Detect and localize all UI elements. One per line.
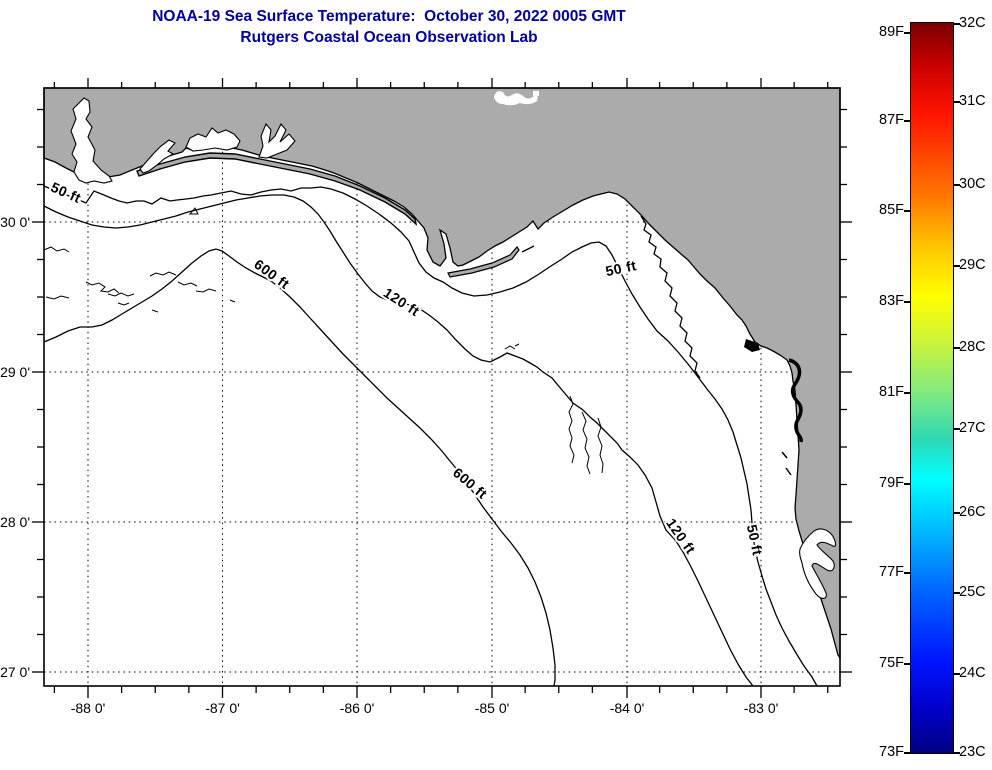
colorbar-fahrenheit-tick xyxy=(904,120,911,122)
colorbar-celsius-label: 28C xyxy=(959,339,986,355)
colorbar-fahrenheit-label: 83F xyxy=(879,293,904,309)
y-axis-label: 28 0' xyxy=(0,514,30,530)
coast-dashes xyxy=(781,451,792,476)
tick-layer xyxy=(32,78,852,698)
coast-blob xyxy=(744,339,760,352)
colorbar-celsius-label: 29C xyxy=(959,257,986,273)
colorbar-fahrenheit-tick xyxy=(904,32,911,34)
colorbar-celsius-tick xyxy=(953,512,960,514)
lake-dot xyxy=(533,91,539,96)
colorbar-fahrenheit-label: 73F xyxy=(879,744,904,760)
colorbar-celsius-label: 30C xyxy=(959,176,986,192)
x-axis-label: -85 0' xyxy=(475,700,510,716)
temperature-colorbar xyxy=(910,22,954,754)
contour-120ft xyxy=(43,194,754,687)
mobile-bay xyxy=(70,97,113,184)
colorbar-fahrenheit-label: 79F xyxy=(879,475,904,491)
colorbar-fahrenheit-label: 81F xyxy=(879,384,904,400)
colorbar-celsius-label: 25C xyxy=(959,584,986,600)
apalachicola-barrier xyxy=(447,246,520,278)
bigbend-coast-detail xyxy=(640,215,701,379)
dog-island xyxy=(521,245,535,253)
colorbar-fahrenheit-tick xyxy=(904,483,911,485)
colorbar-fahrenheit-tick xyxy=(904,752,911,754)
colorbar-celsius-tick xyxy=(953,265,960,267)
colorbar-fahrenheit-label: 85F xyxy=(879,202,904,218)
x-axis-label: -83 0' xyxy=(744,700,779,716)
colorbar-celsius-label: 24C xyxy=(959,665,986,681)
contour-600ft xyxy=(43,248,556,687)
axis-label-layer: -88 0' -87 0' -86 0' -85 0' -84 0' -83 0' 30 0… xyxy=(0,214,778,716)
barrier-island-strip xyxy=(136,152,418,226)
colorbar-celsius-tick xyxy=(953,428,960,430)
colorbar-celsius-label: 27C xyxy=(959,420,986,436)
colorbar-fahrenheit-label: 89F xyxy=(879,24,904,40)
st-andrew-bay xyxy=(258,122,296,159)
y-axis-label: 30 0' xyxy=(0,214,30,230)
lake-patch xyxy=(494,91,538,106)
colorbar-fahrenheit-label: 75F xyxy=(879,655,904,671)
colorbar-celsius-tick xyxy=(953,752,960,754)
colorbar-fahrenheit-tick xyxy=(904,301,911,303)
colorbar-celsius-tick xyxy=(953,23,960,25)
colorbar-celsius-tick xyxy=(953,101,960,103)
x-axis-label: -86 0' xyxy=(340,700,375,716)
y-axis-label: 29 0' xyxy=(0,364,30,380)
colorbar-fahrenheit-tick xyxy=(904,210,911,212)
colorbar-celsius-label: 32C xyxy=(959,15,986,31)
crystal-river-coast-detail xyxy=(788,358,803,443)
colorbar-fahrenheit-tick xyxy=(904,663,911,665)
x-axis-label: -84 0' xyxy=(610,700,645,716)
colorbar-fahrenheit-tick xyxy=(904,392,911,394)
contour-50ft xyxy=(43,185,818,687)
axes-frame xyxy=(43,87,841,687)
y-axis-label: 27 0' xyxy=(0,664,30,680)
colorbar-celsius-label: 26C xyxy=(959,504,986,520)
middle-grounds-contours xyxy=(504,343,604,475)
colorbar-celsius-label: 23C xyxy=(959,744,986,760)
colorbar-fahrenheit-label: 77F xyxy=(879,564,904,580)
choctawhatchee-bay xyxy=(185,127,241,152)
tampa-bay xyxy=(799,528,837,599)
x-axis-label: -88 0' xyxy=(71,700,106,716)
colorbar-celsius-label: 31C xyxy=(959,93,986,109)
marsh-squiggles xyxy=(43,207,236,313)
colorbar-celsius-tick xyxy=(953,184,960,186)
colorbar-fahrenheit-label: 87F xyxy=(879,112,904,128)
colorbar-celsius-tick xyxy=(953,347,960,349)
colorbar-celsius-tick xyxy=(953,592,960,594)
pensacola-bay xyxy=(139,139,176,174)
colorbar-celsius-tick xyxy=(953,673,960,675)
x-axis-label: -87 0' xyxy=(205,700,240,716)
colorbar-fahrenheit-tick xyxy=(904,572,911,574)
